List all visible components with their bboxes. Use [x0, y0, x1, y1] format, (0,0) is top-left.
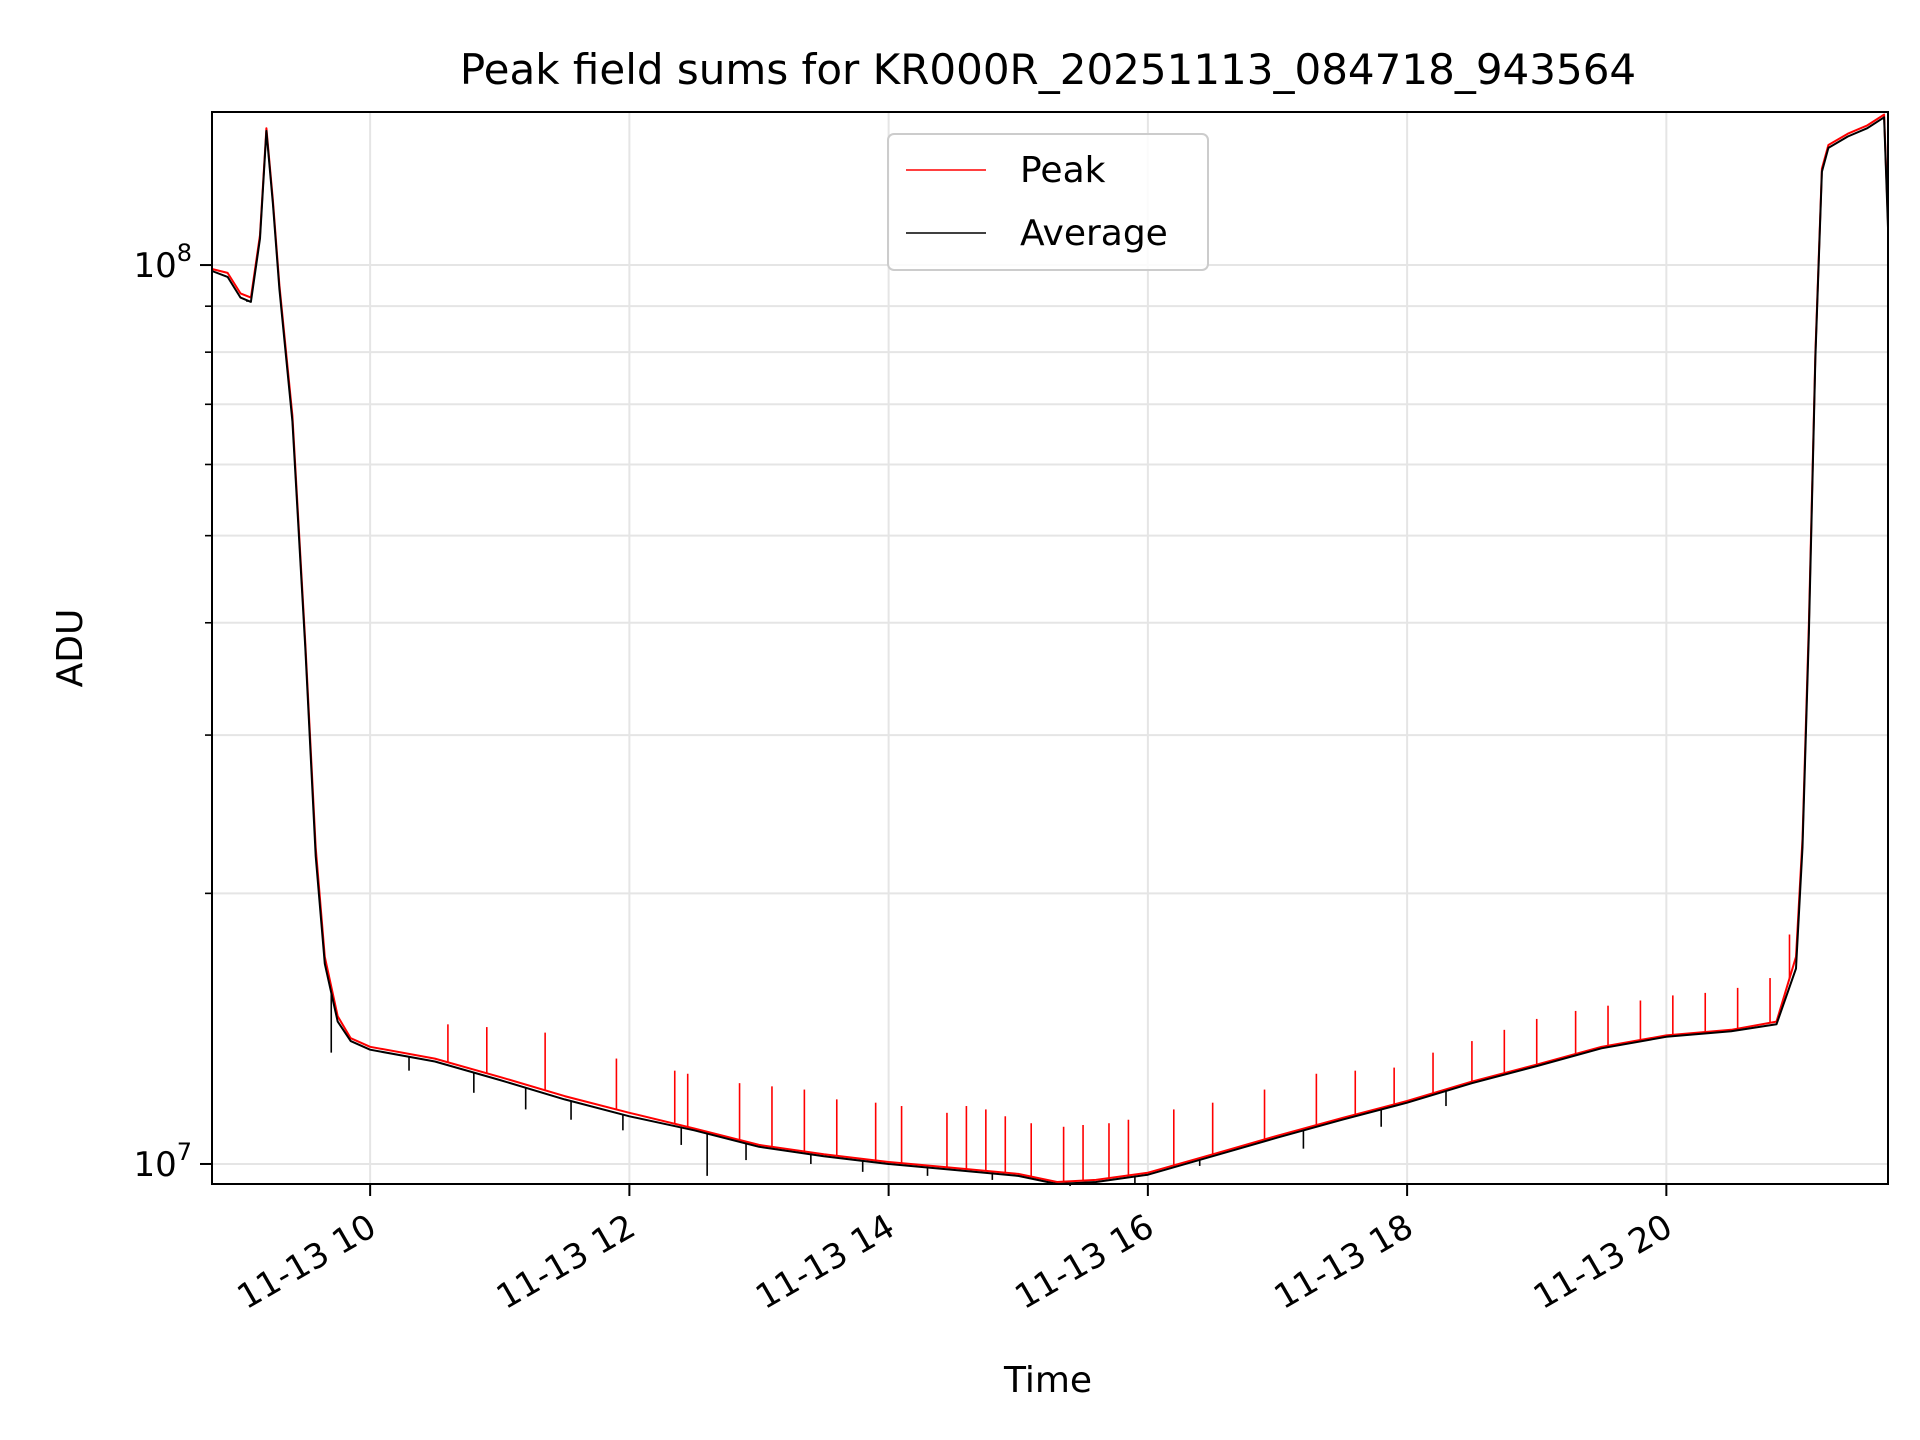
legend-box: [887, 133, 1209, 271]
grid: [212, 112, 1888, 1184]
y-tick-exponent: 8: [177, 239, 192, 267]
y-tick-base: 10: [133, 1145, 176, 1185]
series-layer: [211, 113, 1889, 1187]
legend-peak-label: Peak: [1020, 150, 1106, 191]
series-average-line: [211, 116, 1889, 1185]
x-axis-label: Time: [1003, 1360, 1092, 1401]
y-tick-exponent: 7: [177, 1138, 192, 1166]
y-tick-label: 107: [133, 1138, 192, 1185]
plot-frame: [211, 111, 1889, 1185]
chart-title: Peak field sums for KR000R_20251113_0847…: [460, 45, 1636, 94]
y-tick-base: 10: [133, 246, 176, 286]
legend: Peak Average: [887, 133, 1209, 271]
y-axis-label: ADU: [50, 609, 91, 688]
y-tick-label: 108: [133, 239, 192, 286]
legend-average-label: Average: [1020, 213, 1168, 254]
